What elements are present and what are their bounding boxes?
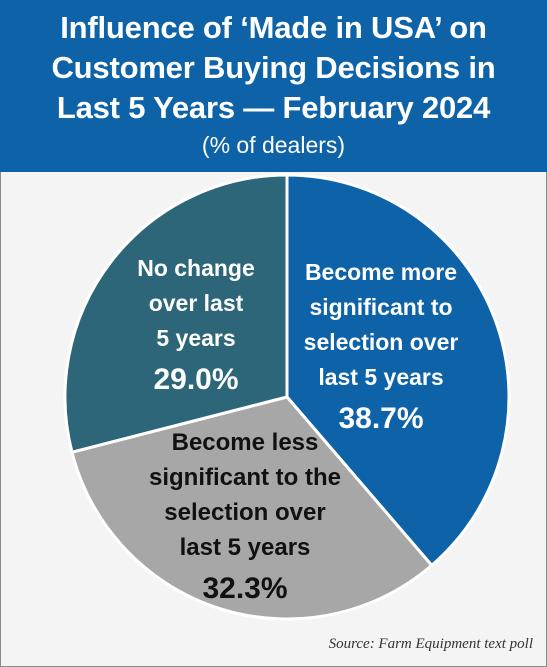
slice-label-line: Become more <box>305 259 457 285</box>
slice-label-line: significant to <box>309 294 452 320</box>
slice-label-line: selection over <box>304 329 459 355</box>
source-note: Source: Farm Equipment text poll <box>328 636 533 652</box>
slice-label-line: No change <box>137 255 255 281</box>
slice-value-label: 32.3% <box>202 572 287 605</box>
slice-label-line: selection over <box>164 499 325 526</box>
slice-label-line: over last <box>149 290 244 316</box>
slice-value-label: 29.0% <box>153 363 238 396</box>
chart-title: Influence of ‘Made in USA’ on Customer B… <box>51 10 496 125</box>
slice-label-line: significant to the <box>149 464 341 491</box>
slice-label-line: Become less <box>172 429 319 456</box>
chart-subtitle: (% of dealers) <box>201 132 346 158</box>
pie-slice-no-change-over-last-5-years <box>63 173 289 454</box>
chart-header: Influence of ‘Made in USA’ on Customer B… <box>0 0 547 172</box>
pie-slices <box>63 173 511 621</box>
slice-label-line: last 5 years <box>318 364 443 390</box>
pie-labels: Become more significant to selection over l… <box>137 255 458 605</box>
slice-value-label: 38.7% <box>338 402 423 435</box>
pie-chart: Become more significant to selection over l… <box>63 173 511 621</box>
pie-slice-become-less-significant-to-the-selection-over-last-5-years <box>70 395 434 621</box>
slice-label-line: 5 years <box>156 325 235 351</box>
pie-slice-become-more-significant-to-selection-over-last-5-years <box>285 173 511 567</box>
slice-label-line: last 5 years <box>180 534 311 561</box>
